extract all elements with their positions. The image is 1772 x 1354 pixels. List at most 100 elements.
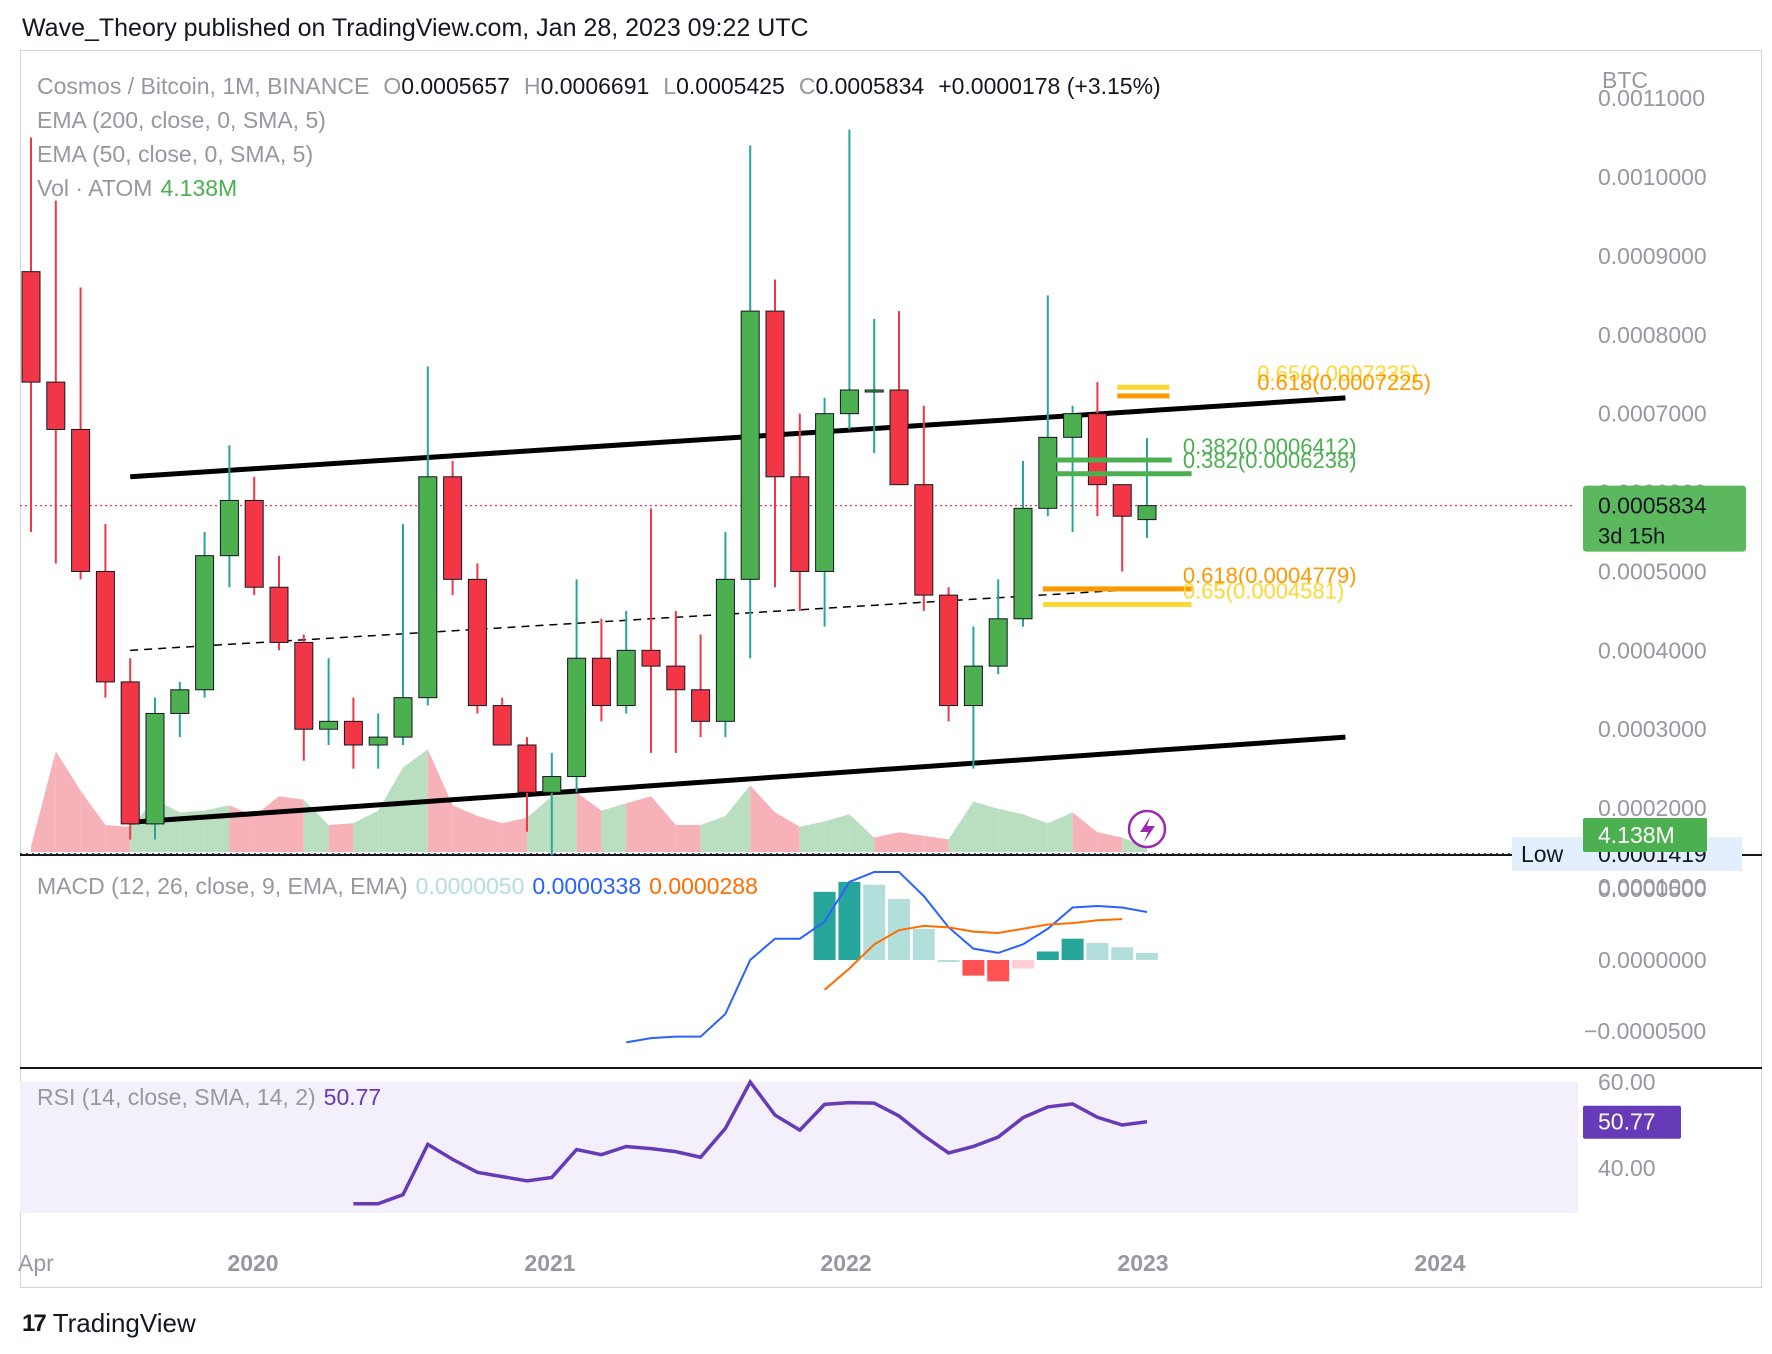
candle-body: [269, 586, 289, 643]
candle-body: [939, 594, 959, 707]
volume-area: [1122, 837, 1147, 852]
volume-area: [378, 767, 403, 852]
macd-legend[interactable]: MACD (12, 26, close, 9, EMA, EMA) 0.00000…: [37, 873, 766, 900]
volume-tag: [1583, 818, 1707, 852]
candle-body: [294, 641, 314, 730]
fib-level-label: 0.382(0.0006238): [1183, 448, 1357, 473]
volume-tag-value: 4.138M: [1598, 822, 1675, 848]
volume-area: [626, 796, 651, 852]
volume-area: [31, 751, 56, 852]
candle-body: [591, 657, 611, 707]
channel-upper-line: [130, 395, 1346, 480]
volume-area: [700, 816, 726, 852]
volume-area: [973, 801, 999, 852]
candle-body: [616, 649, 636, 707]
candle-body: [368, 736, 388, 746]
fib-level-label: 0.65(0.0004581): [1183, 578, 1344, 603]
footer-brand[interactable]: 17 TradingView: [22, 1308, 196, 1339]
price-axis-currency: BTC: [1602, 67, 1648, 93]
price-axis-tick: 0.0002000: [1598, 795, 1707, 821]
time-axis-label: 2020: [227, 1250, 278, 1276]
l-label: L: [663, 73, 677, 99]
candle-body: [790, 476, 810, 572]
candle-body: [988, 618, 1008, 667]
candle-body: [666, 665, 686, 691]
price-axis-tick: 0.0011000: [1598, 85, 1705, 111]
candle-body: [542, 776, 562, 793]
candle-body: [443, 476, 463, 580]
candle-body: [170, 689, 190, 714]
l-value: 0.0005425: [676, 73, 785, 99]
countdown-value: 3d 15h: [1598, 524, 1665, 549]
macd-histogram-bar: [1036, 951, 1059, 960]
chart-frame: [20, 50, 1762, 1288]
volume-area: [675, 825, 701, 852]
volume-area: [1097, 832, 1123, 852]
rsi-legend[interactable]: RSI (14, close, SMA, 14, 2) 50.77: [37, 1084, 389, 1111]
macd-histogram-bar: [937, 960, 960, 962]
h-label: H: [523, 73, 541, 99]
candle-body: [963, 665, 983, 707]
macd-histogram-bar: [962, 960, 985, 976]
candle-body: [740, 310, 760, 580]
macd-histogram-bar: [1012, 960, 1034, 969]
last-price-value: 0.0005834: [1598, 493, 1707, 519]
candle-body: [46, 381, 66, 430]
volume-area: [1047, 812, 1073, 852]
macd-signal-value: 0.0000288: [649, 873, 758, 899]
candle-body: [467, 578, 487, 707]
ema200-legend[interactable]: EMA (200, close, 0, SMA, 5): [37, 107, 326, 133]
main-legend: Cosmos / Bitcoin, 1M, BINANCE O0.0005657 H…: [37, 73, 1169, 100]
volume-area: [750, 785, 775, 852]
volume-area: [80, 790, 106, 852]
low-label: Low: [1521, 841, 1564, 867]
rsi-axis-tick: 40.00: [1598, 1155, 1656, 1181]
c-value: 0.0005834: [815, 73, 925, 99]
price-axis-tick: 0.0008000: [1598, 322, 1707, 348]
candle-body: [889, 389, 909, 486]
c-label: C: [798, 73, 816, 99]
candle-body: [641, 649, 661, 667]
rsi-label: RSI (14, close, SMA, 14, 2): [37, 1084, 316, 1110]
rsi-axis-tick: 60.00: [1598, 1069, 1656, 1095]
candle-body: [715, 578, 735, 722]
candle-body: [492, 705, 512, 746]
candle-body: [1063, 413, 1083, 438]
candle-body: [691, 689, 711, 722]
candle-body: [914, 484, 934, 596]
lightning-icon: [1127, 809, 1167, 849]
volume-area: [576, 792, 602, 852]
candle-body: [839, 389, 859, 415]
candle-body: [517, 744, 537, 793]
candle-body: [145, 712, 165, 825]
macd-histogram-bar: [987, 960, 1010, 982]
time-axis-label: 2022: [820, 1250, 871, 1276]
macd-histogram-bar: [1136, 952, 1158, 960]
macd-axis-tick: −0.0000500: [1584, 1018, 1706, 1044]
fib-level-label: 0.65(0.0007335): [1257, 361, 1418, 386]
brand-name: TradingView: [52, 1308, 196, 1338]
symbol-label[interactable]: Cosmos / Bitcoin, 1M, BINANCE: [37, 73, 370, 99]
rsi-value: 50.77: [323, 1084, 382, 1110]
ema50-legend[interactable]: EMA (50, close, 0, SMA, 5): [37, 141, 314, 167]
volume-area: [353, 810, 379, 852]
volume-legend[interactable]: Vol · ATOM 4.138M: [37, 175, 245, 202]
volume-area: [775, 812, 800, 852]
volume-area: [899, 832, 924, 852]
macd-axis-tick: 0.0000000: [1598, 947, 1707, 973]
volume-area: [328, 823, 354, 852]
candle-body: [815, 413, 835, 572]
fib-level-label: 0.382(0.0006412): [1183, 434, 1357, 459]
volume-area: [948, 801, 974, 852]
time-axis-label: Apr: [18, 1250, 54, 1276]
macd-line: [626, 870, 1148, 1044]
macd-histogram-bar: [813, 891, 836, 960]
volume-area: [204, 805, 230, 852]
volume-area: [55, 751, 81, 852]
volume-area: [998, 808, 1023, 852]
candle-body: [195, 555, 215, 691]
volume-area: [824, 814, 850, 852]
o-value: 0.0005657: [401, 73, 510, 99]
volume-area: [923, 835, 949, 852]
